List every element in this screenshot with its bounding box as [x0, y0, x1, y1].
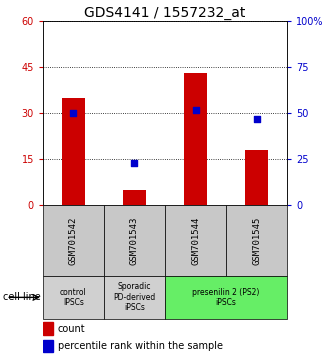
Point: [132, 160, 137, 166]
Bar: [43, 205, 104, 276]
Bar: [123, 190, 146, 205]
Text: percentile rank within the sample: percentile rank within the sample: [57, 341, 222, 351]
Bar: [165, 205, 226, 276]
Text: cell line: cell line: [3, 292, 41, 302]
Bar: [184, 73, 207, 205]
Text: GSM701545: GSM701545: [252, 217, 261, 265]
Bar: [43, 276, 104, 319]
Text: Sporadic
PD-derived
iPSCs: Sporadic PD-derived iPSCs: [113, 282, 156, 312]
Title: GDS4141 / 1557232_at: GDS4141 / 1557232_at: [84, 6, 246, 20]
Bar: [104, 276, 165, 319]
Bar: [226, 205, 287, 276]
Text: count: count: [57, 324, 85, 333]
Point: [193, 107, 198, 113]
Point: [254, 116, 259, 122]
Text: presenilin 2 (PS2)
iPSCs: presenilin 2 (PS2) iPSCs: [192, 288, 260, 307]
Bar: [104, 205, 165, 276]
Bar: [43, 340, 53, 352]
Text: GSM701544: GSM701544: [191, 217, 200, 265]
Bar: [245, 150, 268, 205]
Bar: [165, 276, 287, 319]
Point: [71, 110, 76, 116]
Bar: [62, 98, 85, 205]
Text: control
IPSCs: control IPSCs: [60, 288, 87, 307]
Text: GSM701543: GSM701543: [130, 217, 139, 265]
Bar: [43, 322, 53, 335]
Text: GSM701542: GSM701542: [69, 217, 78, 265]
